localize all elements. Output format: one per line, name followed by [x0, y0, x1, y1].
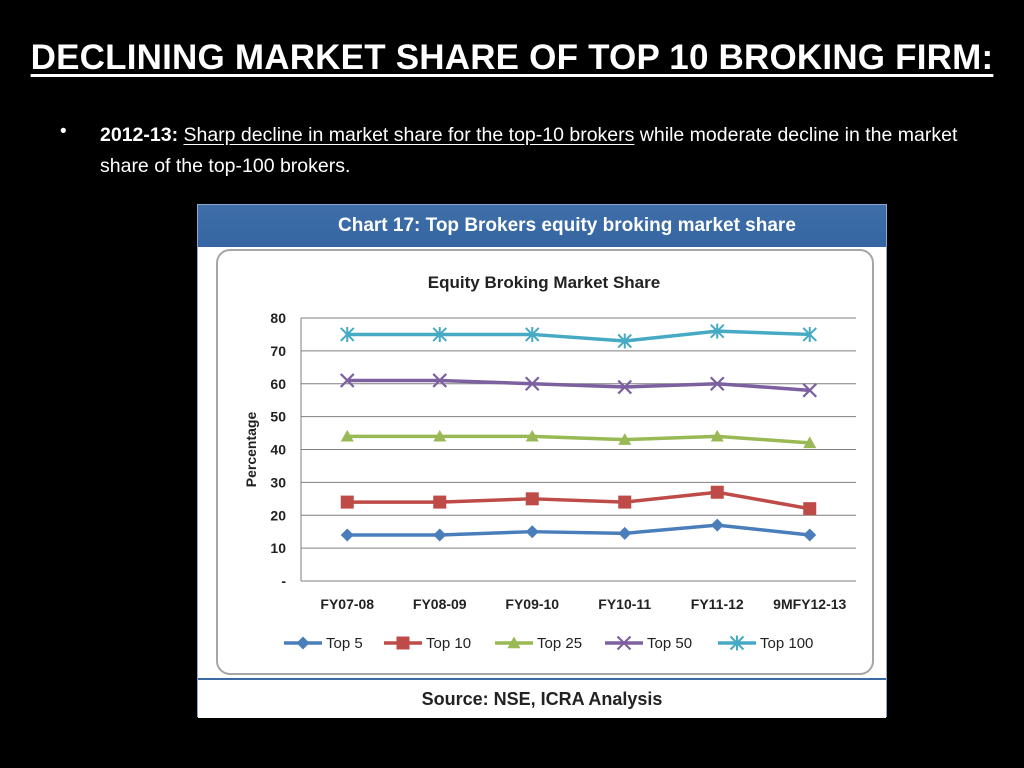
- legend-label: Top 50: [647, 635, 692, 652]
- data-point: [710, 429, 724, 442]
- x-tick-label: FY09-10: [505, 596, 559, 612]
- data-point: [802, 383, 818, 398]
- data-point: [525, 429, 539, 442]
- legend-marker: [616, 635, 632, 651]
- legend-label: Top 25: [537, 635, 582, 652]
- data-point: [524, 376, 540, 392]
- series-line: [347, 523, 810, 537]
- bullet-text: 2012-13: Sharp decline in market share f…: [100, 120, 980, 182]
- series-line: [347, 434, 810, 445]
- data-point: [710, 485, 724, 499]
- chart-plot-box: Equity Broking Market Share - 10 20 30 40 50 60…: [216, 249, 874, 675]
- data-point: [710, 323, 725, 339]
- y-tick-label: 40: [270, 442, 286, 458]
- legend-marker: [507, 636, 521, 649]
- data-point: [617, 379, 633, 395]
- y-tick-label: 80: [270, 310, 286, 326]
- data-point: [525, 326, 540, 342]
- y-tick-label: 30: [270, 474, 286, 490]
- y-axis-label: Percentage: [243, 412, 259, 488]
- data-point: [525, 492, 539, 506]
- legend-marker: [396, 636, 410, 650]
- data-point: [709, 376, 725, 392]
- x-tick-label: FY11-12: [691, 596, 744, 612]
- data-point: [340, 528, 354, 542]
- legend-label: Top 5: [326, 635, 363, 652]
- data-point: [618, 526, 632, 540]
- y-tick-label: 10: [270, 540, 286, 556]
- data-point: [525, 525, 539, 539]
- data-point: [617, 333, 632, 349]
- chart-svg: Equity Broking Market Share - 10 20 30 40 50 60…: [243, 273, 856, 652]
- x-tick-label: FY08-09: [413, 596, 467, 612]
- bullet-rest-text: while moderate decline in the market sha…: [100, 124, 958, 177]
- bullet-underlined-text: Sharp decline in market share for the to…: [183, 124, 635, 146]
- bullet-label: 2012-13:: [100, 124, 179, 146]
- data-point: [339, 373, 355, 388]
- x-tick-label: FY07-08: [320, 596, 374, 612]
- data-point: [433, 528, 447, 542]
- series-line: [347, 490, 811, 511]
- data-point: [432, 373, 448, 388]
- y-tick-label: 70: [270, 343, 286, 359]
- legend-label: Top 100: [760, 635, 813, 652]
- chart-source: Source: NSE, ICRA Analysis: [198, 678, 886, 718]
- chart-title: Equity Broking Market Share: [428, 273, 660, 292]
- bullet-icon: •: [60, 121, 67, 142]
- data-point: [802, 326, 817, 342]
- data-point: [803, 528, 817, 542]
- x-tick-label: 9MFY12-13: [773, 596, 846, 612]
- chart-header: Chart 17: Top Brokers equity broking mar…: [198, 205, 886, 247]
- data-point: [432, 326, 447, 342]
- legend-marker: [729, 635, 745, 651]
- data-point: [340, 429, 354, 442]
- data-point: [618, 495, 632, 509]
- series-line: [347, 378, 810, 393]
- data-point: [340, 495, 354, 509]
- data-point: [710, 518, 724, 532]
- y-tick-label: 60: [270, 376, 286, 392]
- data-point: [803, 502, 817, 516]
- y-tick-label: -: [281, 573, 286, 589]
- legend-marker: [296, 636, 310, 650]
- y-tick-label: 50: [270, 409, 286, 425]
- slide-title: DECLINING MARKET SHARE OF TOP 10 BROKING…: [30, 38, 994, 77]
- legend-label: Top 10: [426, 635, 471, 652]
- data-point: [433, 429, 447, 442]
- chart-figure: Chart 17: Top Brokers equity broking mar…: [197, 204, 887, 718]
- series-line: [347, 329, 810, 343]
- y-tick-label: 20: [270, 507, 286, 523]
- data-point: [433, 495, 447, 509]
- data-point: [618, 433, 632, 445]
- data-point: [803, 436, 817, 449]
- data-point: [340, 326, 355, 342]
- x-tick-label: FY10-11: [598, 596, 651, 612]
